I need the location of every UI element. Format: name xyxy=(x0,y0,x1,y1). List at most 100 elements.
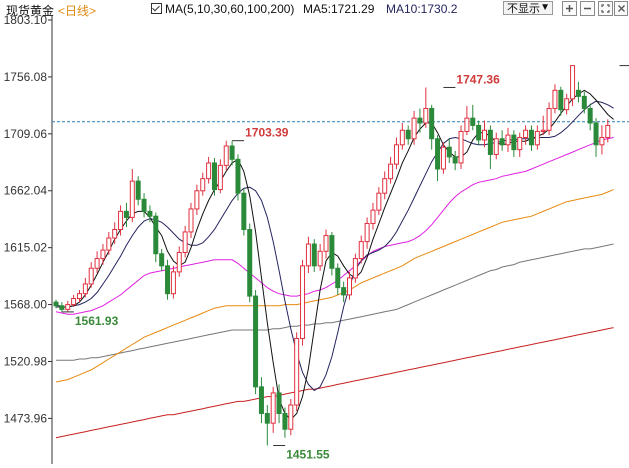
candle-body xyxy=(423,107,429,124)
zoom-out-button[interactable] xyxy=(580,1,595,16)
candle-body xyxy=(258,386,264,414)
candle-body xyxy=(517,137,523,151)
candle-body xyxy=(100,249,106,260)
candle-body xyxy=(294,337,300,406)
annotation-label: 1703.39 xyxy=(245,126,289,140)
candle-body xyxy=(464,117,470,132)
candle-body xyxy=(123,210,129,218)
candle-body xyxy=(341,287,347,296)
candle-body xyxy=(352,258,358,279)
candle-body xyxy=(94,258,100,269)
candle-body xyxy=(176,252,182,273)
close-icon xyxy=(618,5,625,12)
candle-body xyxy=(399,129,405,146)
candle-body xyxy=(135,180,141,200)
ma10-readout: MA10:1730.2 xyxy=(386,2,458,16)
close-button[interactable] xyxy=(614,1,628,16)
annotation-label: 1451.55 xyxy=(286,448,330,462)
candle-body xyxy=(587,107,593,124)
y-tick-label: 1662.04 xyxy=(4,184,48,198)
candle-body xyxy=(505,134,511,146)
candle-body xyxy=(440,146,446,170)
y-tick-label: 1709.06 xyxy=(4,127,48,141)
candle-body xyxy=(65,304,71,310)
candle-body xyxy=(593,122,599,146)
candle-body xyxy=(388,163,394,180)
candle-body xyxy=(106,237,112,251)
candle-body xyxy=(170,271,176,295)
candle-body xyxy=(499,138,505,146)
candle-body xyxy=(382,178,388,194)
candle-body xyxy=(458,130,464,164)
candle-body xyxy=(182,231,188,254)
candle-body xyxy=(276,392,282,414)
candle-body xyxy=(364,222,370,243)
candle-body xyxy=(200,178,206,192)
candle-body xyxy=(564,98,570,111)
candle-body xyxy=(429,107,435,140)
candle-body xyxy=(393,144,399,165)
candle-body xyxy=(253,295,259,388)
ma200-line xyxy=(55,327,614,439)
candle-body xyxy=(546,107,552,131)
candle-body xyxy=(329,235,335,269)
candle-body xyxy=(165,265,171,295)
checkbox-icon[interactable] xyxy=(151,3,162,14)
candle-body xyxy=(118,210,124,231)
expand-button[interactable] xyxy=(598,1,613,16)
candle-body xyxy=(446,146,452,158)
candle-body xyxy=(188,208,194,233)
plus-icon xyxy=(566,5,573,12)
candle-body xyxy=(288,404,294,430)
display-dropdown[interactable]: 不显示 ▼ xyxy=(503,1,553,15)
candle-body xyxy=(59,305,65,310)
candle-body xyxy=(323,235,329,252)
candle-body xyxy=(223,145,229,166)
candle-body xyxy=(452,156,458,164)
candle-body xyxy=(599,137,605,146)
candle-body xyxy=(575,89,581,97)
candle-body xyxy=(411,117,417,140)
candle-body xyxy=(540,129,546,132)
zoom-in-button[interactable] xyxy=(562,1,577,16)
annotation-label: 1561.93 xyxy=(75,314,119,328)
candle-body xyxy=(528,129,534,146)
candle-body xyxy=(129,180,135,218)
y-tick-label: 1568.00 xyxy=(4,298,48,312)
y-tick-label: 1615.02 xyxy=(4,241,48,255)
candle-body xyxy=(523,129,529,139)
candle-body xyxy=(581,95,587,109)
candle-body xyxy=(435,138,441,170)
instrument-name: 现货黄金 xyxy=(6,4,55,18)
candle-body xyxy=(71,298,77,306)
candle-body xyxy=(241,192,247,231)
candles xyxy=(53,65,611,446)
candle-body xyxy=(76,293,82,300)
chevron-down-icon: ▼ xyxy=(540,2,550,13)
candle-body xyxy=(534,130,540,146)
candle-body xyxy=(487,129,493,155)
candle-body xyxy=(147,210,153,217)
candle-body xyxy=(417,117,423,124)
candle-body xyxy=(570,65,576,100)
minus-icon xyxy=(584,7,591,10)
ma-label: MA(5,10,30,60,100,200) xyxy=(165,2,295,16)
candle-body xyxy=(511,134,517,151)
candle-body xyxy=(229,145,235,160)
chart-header: 现货黄金 <日线> MA(5,10,30,60,100,200) MA5:172… xyxy=(0,0,629,18)
candle-body xyxy=(211,162,217,191)
y-tick-label: 1473.96 xyxy=(4,411,48,425)
ma60-line xyxy=(55,189,614,383)
candle-body xyxy=(141,198,147,212)
candle-body xyxy=(476,124,482,141)
dropdown-label: 不显示 xyxy=(507,3,540,15)
candle-body xyxy=(247,229,253,297)
ma-toggle[interactable]: MA(5,10,30,60,100,200) xyxy=(151,2,294,16)
candle-body xyxy=(335,267,341,289)
candle-body xyxy=(305,243,311,267)
y-tick-label: 1803.10 xyxy=(4,13,48,27)
period-selector[interactable]: <日线> xyxy=(58,4,97,18)
candle-body xyxy=(82,283,88,295)
